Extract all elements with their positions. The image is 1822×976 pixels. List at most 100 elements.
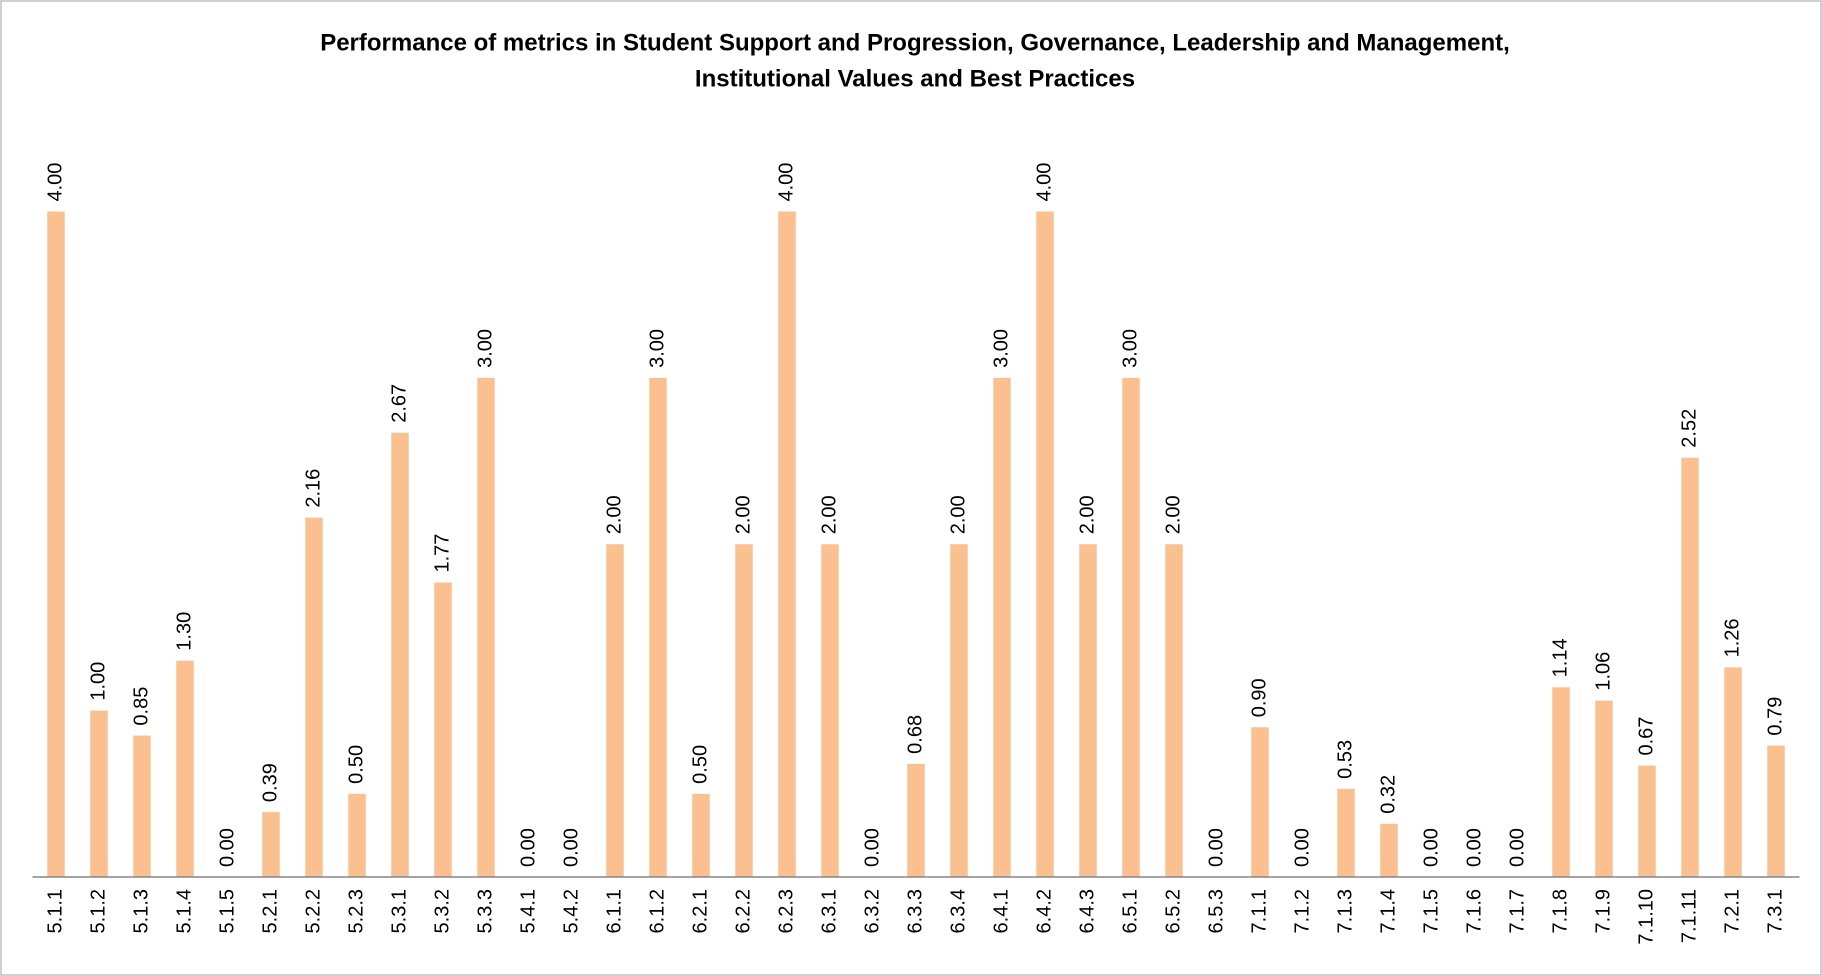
value-label: 2.00 [732, 495, 754, 534]
value-label: 0.53 [1334, 740, 1356, 779]
value-label: 0.32 [1377, 775, 1399, 814]
value-label: 0.50 [689, 745, 711, 784]
x-tick-label: 6.3.1 [818, 889, 840, 933]
value-label: 0.00 [1463, 828, 1485, 867]
x-tick-label: 7.1.6 [1463, 889, 1485, 933]
x-tick-label: 7.1.5 [1420, 889, 1442, 933]
value-label: 0.85 [130, 687, 152, 726]
value-label: 1.30 [173, 612, 195, 651]
value-label: 4.00 [44, 163, 66, 202]
bar [1036, 211, 1054, 877]
value-label: 0.50 [345, 745, 367, 784]
x-tick-label: 7.2.1 [1721, 889, 1743, 933]
x-tick-label: 5.4.1 [517, 889, 539, 933]
x-tick-label: 5.3.1 [388, 889, 410, 933]
bar [1552, 687, 1570, 877]
value-label: 1.26 [1721, 618, 1743, 657]
bar [1681, 457, 1699, 877]
bar [993, 377, 1011, 877]
x-tick-label: 7.1.4 [1377, 889, 1399, 933]
x-tick-label: 6.1.2 [646, 889, 668, 933]
bar [133, 735, 151, 877]
value-label: 2.00 [1162, 495, 1184, 534]
x-tick-label: 6.4.1 [990, 889, 1012, 933]
x-tick-label: 7.1.1 [1248, 889, 1270, 933]
value-label: 0.00 [1506, 828, 1528, 867]
x-tick-label: 6.4.2 [1033, 889, 1055, 933]
x-tick-label: 5.3.2 [431, 889, 453, 933]
value-label: 0.90 [1248, 678, 1270, 717]
bar [692, 793, 710, 877]
value-label: 0.00 [1205, 828, 1227, 867]
x-tick-label: 6.2.1 [689, 889, 711, 933]
value-label: 2.16 [302, 469, 324, 508]
x-tick-label: 5.2.2 [302, 889, 324, 933]
value-label: 0.79 [1764, 697, 1786, 736]
bar [90, 710, 108, 877]
value-label: 2.67 [388, 384, 410, 423]
value-label: 0.00 [1291, 828, 1313, 867]
x-tick-label: 5.1.5 [216, 889, 238, 933]
value-label: 4.00 [775, 163, 797, 202]
value-label: 0.00 [560, 828, 582, 867]
x-tick-label: 6.5.2 [1162, 889, 1184, 933]
x-tick-label: 6.4.3 [1076, 889, 1098, 933]
bar [1165, 544, 1183, 877]
x-tick-label: 6.3.3 [904, 889, 926, 933]
bar [606, 544, 624, 877]
x-tick-label: 6.2.3 [775, 889, 797, 933]
value-label: 3.00 [646, 329, 668, 368]
bar [1251, 727, 1269, 877]
x-tick-label: 5.1.4 [173, 889, 195, 933]
x-tick-label: 7.1.3 [1334, 889, 1356, 933]
value-label: 0.67 [1635, 717, 1657, 756]
value-label: 0.00 [517, 828, 539, 867]
x-tick-label: 7.1.11 [1678, 889, 1700, 943]
x-tick-label: 5.2.3 [345, 889, 367, 933]
value-label: 2.00 [1076, 495, 1098, 534]
bar [434, 582, 452, 877]
bar [1767, 745, 1785, 877]
value-label: 1.14 [1549, 638, 1571, 677]
bar [1724, 667, 1742, 877]
bar [1595, 700, 1613, 877]
bar [391, 432, 409, 877]
value-label: 0.00 [1420, 828, 1442, 867]
value-label: 3.00 [990, 329, 1012, 368]
bar [47, 211, 65, 877]
bar [907, 763, 925, 877]
value-label: 0.00 [216, 828, 238, 867]
bar [778, 211, 796, 877]
bar [1638, 765, 1656, 877]
value-label: 3.00 [1119, 329, 1141, 368]
x-tick-label: 5.2.1 [259, 889, 281, 933]
x-tick-label: 6.5.3 [1205, 889, 1227, 933]
bar [649, 377, 667, 877]
x-tick-label: 7.1.2 [1291, 889, 1313, 933]
chart-title: Performance of metrics in Student Suppor… [320, 29, 1510, 56]
value-label: 2.00 [603, 495, 625, 534]
x-tick-label: 6.1.1 [603, 889, 625, 933]
x-tick-label: 5.1.1 [44, 889, 66, 933]
bar [821, 544, 839, 877]
x-tick-label: 5.3.3 [474, 889, 496, 933]
value-label: 0.68 [904, 715, 926, 754]
bar [305, 517, 323, 877]
x-tick-label: 5.1.3 [130, 889, 152, 933]
bar [176, 660, 194, 877]
x-tick-label: 7.3.1 [1764, 889, 1786, 933]
x-tick-label: 6.3.2 [861, 889, 883, 933]
value-label: 2.00 [947, 495, 969, 534]
value-label: 3.00 [474, 329, 496, 368]
value-label: 1.77 [431, 534, 453, 573]
x-tick-label: 6.2.2 [732, 889, 754, 933]
bar [1079, 544, 1097, 877]
x-tick-label: 7.1.7 [1506, 889, 1528, 933]
bar [262, 812, 280, 877]
bar [1337, 788, 1355, 877]
x-tick-label: 7.1.9 [1592, 889, 1614, 933]
chart-title: Institutional Values and Best Practices [695, 65, 1135, 92]
bar [1380, 823, 1398, 877]
